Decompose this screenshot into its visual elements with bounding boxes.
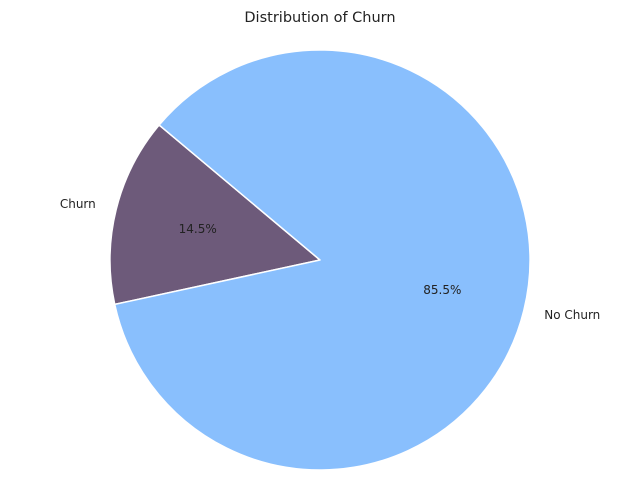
pie-slice-churn	[109, 124, 321, 306]
slice-percent-churn: 14.5%	[179, 222, 217, 236]
slice-percent-no-churn: 85.5%	[423, 283, 461, 297]
pie-slice-no-churn	[113, 49, 531, 471]
slice-label-churn: Churn	[60, 197, 96, 211]
pie-labels: Churn 14.5% No Churn 85.5%	[60, 197, 600, 322]
pie-slices	[109, 49, 531, 471]
slice-label-no-churn: No Churn	[544, 308, 600, 322]
chart-title: Distribution of Churn	[244, 10, 395, 26]
